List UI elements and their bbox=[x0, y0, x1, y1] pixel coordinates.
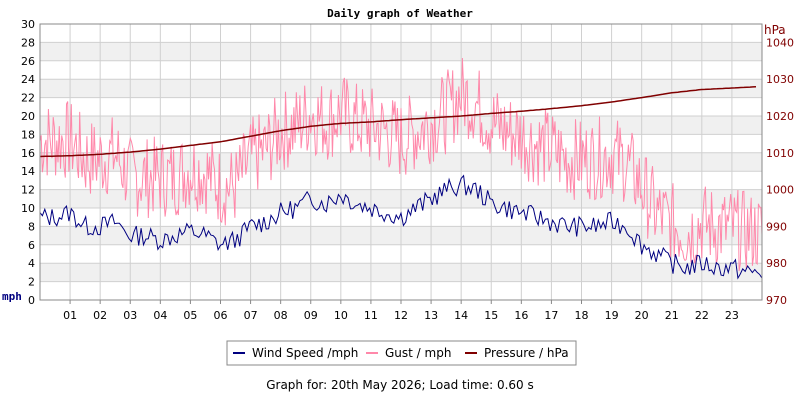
x-tick-label: 23 bbox=[725, 309, 739, 322]
y-left-tick-label: 18 bbox=[21, 128, 35, 141]
y-left-tick-label: 26 bbox=[21, 55, 35, 68]
right-axis-ticks: 970 980 990 1000 1010 1020 1030 1040 bbox=[766, 36, 794, 307]
x-tick-label: 16 bbox=[514, 309, 528, 322]
x-tick-label: 21 bbox=[665, 309, 679, 322]
y-left-tick-label: 30 bbox=[21, 18, 35, 31]
y-right-tick-label: 990 bbox=[766, 220, 787, 233]
x-tick-label: 02 bbox=[93, 309, 107, 322]
x-tick-label: 22 bbox=[695, 309, 709, 322]
y-left-tick-label: 28 bbox=[21, 36, 35, 49]
x-tick-label: 13 bbox=[424, 309, 438, 322]
y-left-tick-label: 8 bbox=[28, 220, 35, 233]
legend-label-gust: Gust / mph bbox=[385, 346, 451, 360]
left-axis-unit: mph bbox=[2, 290, 22, 303]
x-tick-label: 09 bbox=[304, 309, 318, 322]
x-tick-label: 19 bbox=[605, 309, 619, 322]
y-left-tick-label: 10 bbox=[21, 202, 35, 215]
x-tick-label: 11 bbox=[364, 309, 378, 322]
y-right-tick-label: 1020 bbox=[766, 110, 794, 123]
y-left-tick-label: 12 bbox=[21, 184, 35, 197]
y-right-tick-label: 1040 bbox=[766, 36, 794, 49]
plot-frame bbox=[39, 23, 763, 301]
y-left-tick-label: 14 bbox=[21, 165, 35, 178]
x-tick-label: 18 bbox=[575, 309, 589, 322]
x-axis-ticks: 01 02 03 04 05 06 07 08 09 10 11 12 13 14 15 16 17 18 19 20… bbox=[63, 309, 739, 322]
x-tick-label: 15 bbox=[484, 309, 498, 322]
y-right-tick-label: 980 bbox=[766, 257, 787, 270]
x-tick-label: 03 bbox=[123, 309, 137, 322]
y-left-tick-label: 24 bbox=[21, 73, 35, 86]
x-tick-label: 06 bbox=[214, 309, 228, 322]
legend: Wind Speed /mph Gust / mph Pressure / hP… bbox=[226, 340, 577, 366]
x-tick-label: 12 bbox=[394, 309, 408, 322]
x-tick-label: 14 bbox=[454, 309, 468, 322]
right-axis-unit: hPa bbox=[764, 23, 786, 37]
legend-label-pressure: Pressure / hPa bbox=[484, 346, 569, 360]
x-tick-label: 04 bbox=[153, 309, 167, 322]
y-left-tick-label: 2 bbox=[28, 276, 35, 289]
y-right-tick-label: 1030 bbox=[766, 73, 794, 86]
y-left-tick-label: 0 bbox=[28, 294, 35, 307]
x-tick-label: 08 bbox=[274, 309, 288, 322]
y-right-tick-label: 1000 bbox=[766, 184, 794, 197]
x-tick-label: 17 bbox=[544, 309, 558, 322]
x-tick-label: 20 bbox=[635, 309, 649, 322]
chart-title: Daily graph of Weather bbox=[327, 7, 473, 20]
series-wind-line bbox=[39, 174, 763, 280]
x-tick-label: 01 bbox=[63, 309, 77, 322]
x-tick-label: 07 bbox=[244, 309, 258, 322]
x-tick-label: 05 bbox=[183, 309, 197, 322]
legend-label-wind: Wind Speed /mph bbox=[252, 346, 358, 360]
series-pressure-line bbox=[39, 85, 757, 158]
series-gust-line bbox=[39, 57, 763, 272]
legend-box bbox=[226, 340, 577, 366]
x-tick-label: 10 bbox=[334, 309, 348, 322]
footer-status: Graph for: 20th May 2026; Load time: 0.6… bbox=[266, 378, 534, 392]
y-left-tick-label: 6 bbox=[28, 239, 35, 252]
y-left-tick-label: 22 bbox=[21, 92, 35, 105]
y-left-tick-label: 16 bbox=[21, 147, 35, 160]
y-left-tick-label: 4 bbox=[28, 257, 35, 270]
y-right-tick-label: 1010 bbox=[766, 147, 794, 160]
series-layer bbox=[39, 57, 763, 280]
y-right-tick-label: 970 bbox=[766, 294, 787, 307]
weather-chart: Daily graph of Weather mph hPa 024681012… bbox=[2, 7, 794, 366]
y-left-tick-label: 20 bbox=[21, 110, 35, 123]
